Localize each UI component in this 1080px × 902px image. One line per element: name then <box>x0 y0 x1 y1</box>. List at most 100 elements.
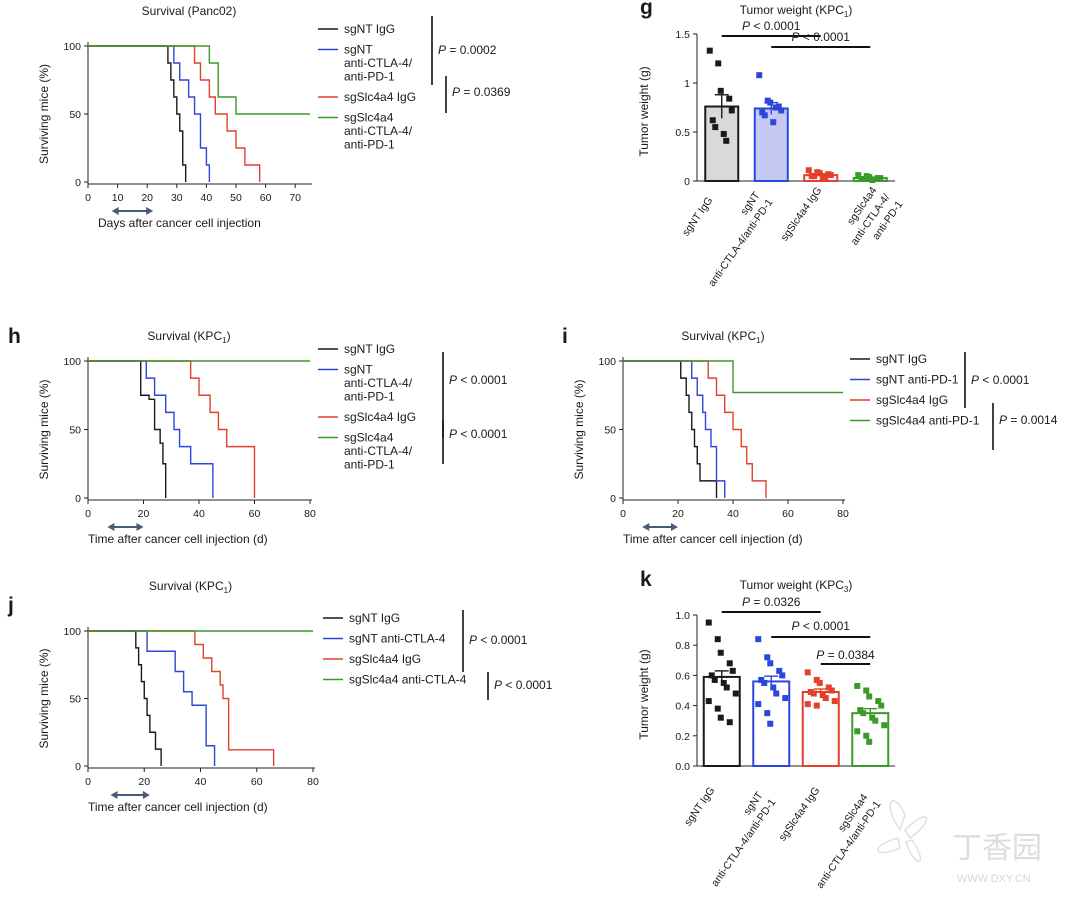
legend-label: sgSlc4a4 <box>344 431 394 445</box>
data-point <box>863 687 870 694</box>
x-tick-label: 40 <box>195 776 207 788</box>
chart-title: Tumor weight (KPC1) <box>740 3 853 19</box>
data-point <box>778 107 785 114</box>
legend-label: sgNT IgG <box>344 342 395 356</box>
y-tick-label: 100 <box>63 626 81 638</box>
x-tick-label: 80 <box>304 508 316 520</box>
p-value-label: P < 0.0001 <box>469 633 528 647</box>
arrow-head-right-icon <box>146 207 154 215</box>
data-point <box>712 124 719 131</box>
y-tick-label: 0.8 <box>675 640 690 652</box>
y-tick-label: 50 <box>69 109 81 121</box>
x-tick-label: 0 <box>85 508 91 520</box>
survival-curve-3 <box>88 360 256 498</box>
data-point <box>755 636 762 643</box>
data-point <box>816 679 823 686</box>
arrow-head-right-icon <box>136 523 144 531</box>
data-point <box>863 732 870 739</box>
survival-curve-1 <box>88 45 187 182</box>
x-tick-label: 20 <box>141 192 153 204</box>
x-tick-label: 60 <box>251 776 263 788</box>
data-point <box>779 672 786 679</box>
data-point <box>755 701 762 708</box>
data-point <box>720 130 727 137</box>
data-point <box>872 717 879 724</box>
y-tick-label: 0 <box>610 493 616 505</box>
survival-curve-1 <box>88 360 167 498</box>
panel-label-j: j <box>7 594 14 617</box>
survival-curve-3 <box>623 360 767 498</box>
data-point <box>706 47 713 54</box>
data-point <box>726 95 733 102</box>
data-point <box>708 672 715 679</box>
flower-logo-icon <box>877 800 927 862</box>
p-value-label: P < 0.0001 <box>449 427 508 441</box>
data-point <box>767 99 774 106</box>
data-point <box>717 87 724 94</box>
data-point <box>869 714 876 721</box>
legend-label: sgSlc4a4 anti-PD-1 <box>876 414 980 428</box>
arrow-head-left-icon <box>111 207 119 215</box>
survival-curve-3 <box>88 630 275 766</box>
x-tick-label: 40 <box>201 192 213 204</box>
tumor-weight-chart-kpc1: Tumor weight (KPC1) 0 0.5 1 1.5 Tumor weight … <box>637 3 906 289</box>
data-point <box>811 173 818 180</box>
panel-label-k: k <box>640 568 652 591</box>
p-value-label: P = 0.0014 <box>999 413 1058 427</box>
data-point <box>758 676 765 683</box>
x-tick-label: 80 <box>837 508 849 520</box>
category-label: sgNT IgG <box>680 195 715 239</box>
x-tick-label: 60 <box>782 508 794 520</box>
data-point <box>729 667 736 674</box>
p-value-label: P < 0.0001 <box>742 19 801 33</box>
survival-curve-1 <box>88 630 162 766</box>
y-tick-label: 100 <box>63 356 81 368</box>
data-point <box>805 167 812 174</box>
data-point <box>723 684 730 691</box>
data-point <box>764 710 771 717</box>
y-tick-label: 1.5 <box>675 29 690 41</box>
y-tick-label: 100 <box>598 356 616 368</box>
data-point <box>816 170 823 177</box>
x-tick-label: 70 <box>289 192 301 204</box>
p-value-label: P = 0.0002 <box>438 43 497 57</box>
bar-1 <box>702 675 741 767</box>
chart-title: Tumor weight (KPC3) <box>740 578 853 594</box>
p-value-label: P < 0.0001 <box>449 373 508 387</box>
legend-label: anti-CTLA-4/ <box>344 444 413 458</box>
x-axis-label: Time after cancer cell injection (d) <box>88 532 268 546</box>
x-tick-label: 20 <box>138 776 150 788</box>
x-tick-label: 30 <box>171 192 183 204</box>
x-tick-label: 60 <box>249 508 261 520</box>
data-point <box>810 690 817 697</box>
survival-curve-2 <box>623 360 726 498</box>
chart-title: Survival (KPC1) <box>681 329 764 345</box>
x-tick-label: 0 <box>620 508 626 520</box>
legend-label: sgNT anti-PD-1 <box>876 373 959 387</box>
y-axis-label: Surviving mice (%) <box>572 379 586 479</box>
y-tick-label: 50 <box>69 694 81 706</box>
y-axis-label: Surviving mice (%) <box>37 64 51 164</box>
x-tick-label: 40 <box>727 508 739 520</box>
x-tick-label: 0 <box>85 192 91 204</box>
x-tick-label: 0 <box>85 776 91 788</box>
arrow-head-left-icon <box>110 791 118 799</box>
legend-label: sgSlc4a4 IgG <box>344 90 416 104</box>
y-tick-label: 0.5 <box>675 127 690 139</box>
data-point <box>866 738 873 745</box>
survival-curve-2 <box>88 360 214 498</box>
legend-label: sgNT <box>344 363 373 377</box>
panel-label-i: i <box>562 325 568 348</box>
data-point <box>878 702 885 709</box>
data-point <box>776 667 783 674</box>
y-tick-label: 50 <box>604 425 616 437</box>
data-point <box>813 676 820 683</box>
data-point <box>709 117 716 124</box>
data-point <box>804 701 811 708</box>
data-point <box>715 60 722 67</box>
survival-chart-panc02: Survival (Panc02) 0 50 100 0 10 20 30 40 50 60 70 Su… <box>37 4 511 230</box>
y-axis-label: Surviving mice (%) <box>37 379 51 479</box>
y-tick-label: 1.0 <box>675 610 690 622</box>
data-point <box>854 682 861 689</box>
y-tick-label: 50 <box>69 425 81 437</box>
